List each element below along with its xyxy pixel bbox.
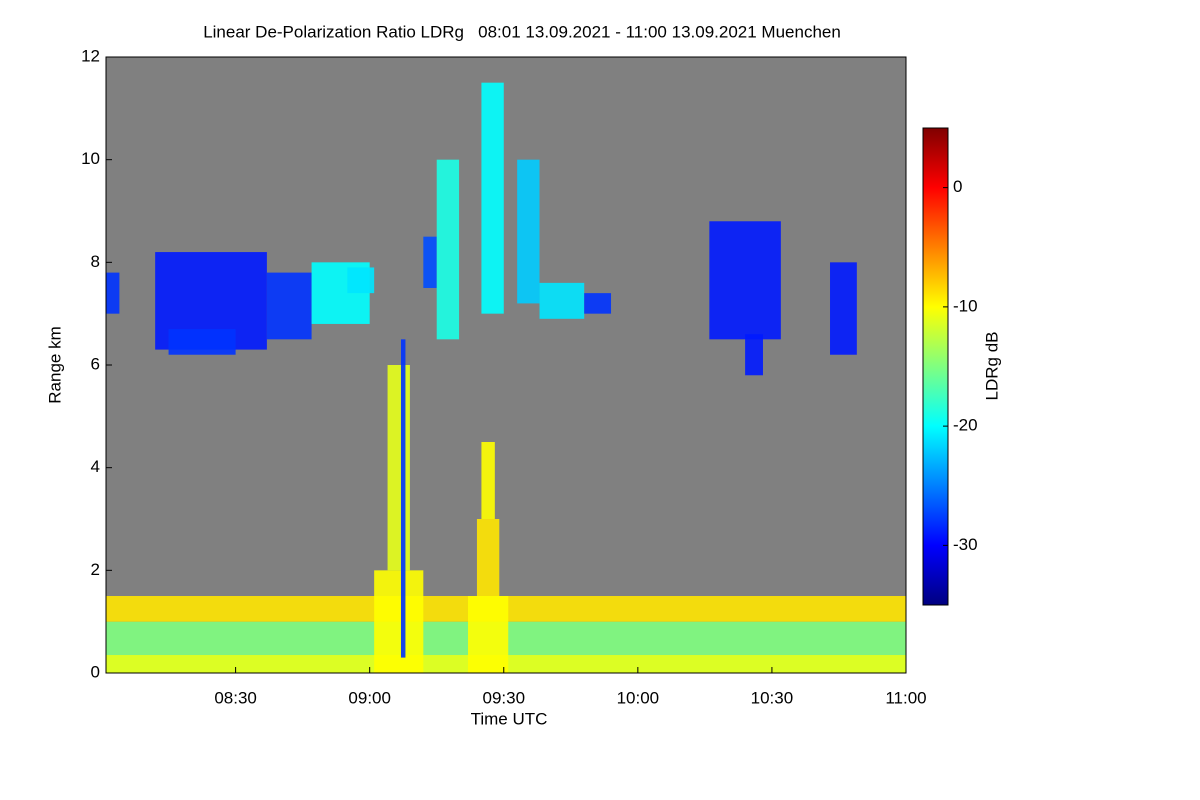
x-tick-label: 09:30 xyxy=(482,688,525,707)
chart-title: Linear De-Polarization Ratio LDRg 08:01 … xyxy=(203,22,841,41)
heatmap-cell xyxy=(830,262,857,355)
y-tick-label: 6 xyxy=(91,354,100,373)
heatmap-cell xyxy=(347,267,375,294)
heatmap-cell xyxy=(539,282,585,319)
y-tick-label: 10 xyxy=(81,149,100,168)
heatmap-cell xyxy=(400,339,406,658)
colorbar-tick-label: -30 xyxy=(953,535,978,554)
heatmap-cell xyxy=(481,82,504,314)
colorbar-tick-label: 0 xyxy=(953,177,962,196)
colorbar-tick-label: -20 xyxy=(953,416,978,435)
x-axis-label: Time UTC xyxy=(471,709,548,728)
x-tick-label: 08:30 xyxy=(214,688,257,707)
y-tick-label: 2 xyxy=(91,560,100,579)
heatmap-cell xyxy=(517,159,540,304)
heatmap-cell xyxy=(106,272,120,314)
heatmap-cell xyxy=(168,329,236,355)
heatmap-cell xyxy=(374,570,424,673)
x-tick-label: 10:00 xyxy=(617,688,660,707)
plot-background xyxy=(106,57,906,673)
colorbar xyxy=(922,127,949,606)
heatmap-cell xyxy=(266,272,312,340)
y-tick-label: 4 xyxy=(91,457,100,476)
x-tick-label: 09:00 xyxy=(348,688,391,707)
x-tick-label: 10:30 xyxy=(751,688,794,707)
heatmap-cell xyxy=(423,236,437,288)
colorbar-tick-label: -10 xyxy=(953,296,978,315)
y-tick-label: 8 xyxy=(91,252,100,271)
heatmap-cell xyxy=(584,293,612,314)
heatmap-cell xyxy=(476,519,500,596)
heatmap-cell xyxy=(387,365,410,571)
heatmap-cell xyxy=(436,159,460,340)
heatmap-cell xyxy=(481,442,495,519)
y-tick-label: 0 xyxy=(91,662,100,681)
heatmap-cell xyxy=(468,596,509,673)
x-tick-label: 11:00 xyxy=(885,688,926,707)
colorbar-label: LDRg dB xyxy=(982,332,1001,401)
y-axis-label: Range km xyxy=(45,326,64,403)
y-tick-label: 12 xyxy=(81,46,100,65)
heatmap-cell xyxy=(709,221,781,340)
heatmap-cell xyxy=(745,334,763,376)
